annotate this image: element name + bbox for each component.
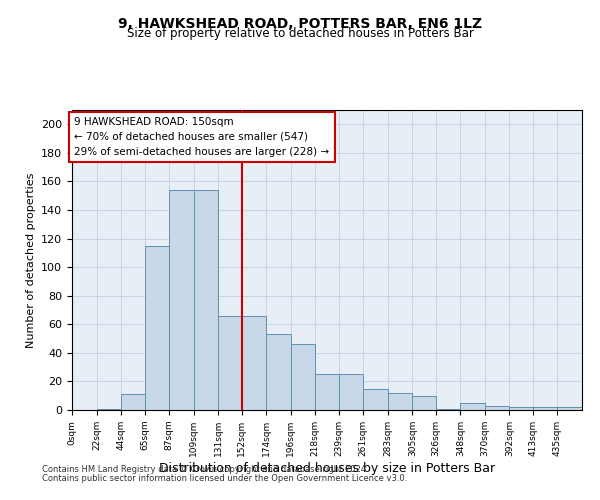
Bar [291,344,315,410]
Bar [557,407,582,410]
Text: 9, HAWKSHEAD ROAD, POTTERS BAR, EN6 1LZ: 9, HAWKSHEAD ROAD, POTTERS BAR, EN6 1LZ [118,18,482,32]
Bar [436,408,460,410]
Bar [339,374,363,410]
Bar [218,316,242,410]
Text: Contains public sector information licensed under the Open Government Licence v3: Contains public sector information licen… [42,474,407,483]
Bar [242,316,266,410]
Bar [266,334,291,410]
Bar [509,407,533,410]
Bar [485,406,509,410]
Bar [412,396,436,410]
Text: 9 HAWKSHEAD ROAD: 150sqm
← 70% of detached houses are smaller (547)
29% of semi-: 9 HAWKSHEAD ROAD: 150sqm ← 70% of detach… [74,117,329,156]
Bar [97,408,121,410]
Y-axis label: Number of detached properties: Number of detached properties [26,172,35,348]
Bar [169,190,194,410]
Text: Size of property relative to detached houses in Potters Bar: Size of property relative to detached ho… [127,28,473,40]
X-axis label: Distribution of detached houses by size in Potters Bar: Distribution of detached houses by size … [159,462,495,474]
Bar [194,190,218,410]
Bar [388,393,412,410]
Text: Contains HM Land Registry data © Crown copyright and database right 2024.: Contains HM Land Registry data © Crown c… [42,466,368,474]
Bar [363,388,388,410]
Bar [145,246,169,410]
Bar [460,403,485,410]
Bar [121,394,145,410]
Bar [533,407,557,410]
Bar [315,374,339,410]
